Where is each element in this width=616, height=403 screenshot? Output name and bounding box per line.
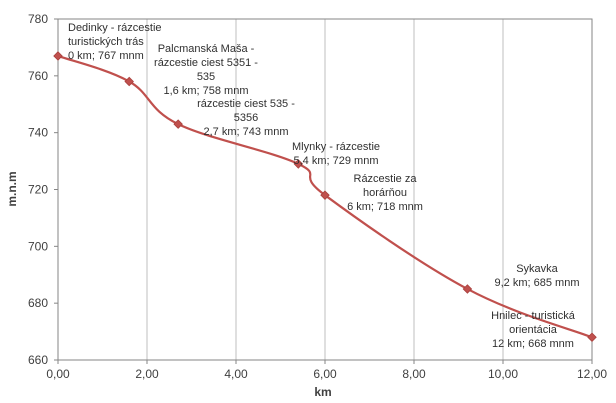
- data-label-line: Dedinky - rázcestie: [68, 22, 162, 34]
- data-label: Hnilec - turistická orientácia 12 km; 668 …: [491, 310, 576, 350]
- data-point-marker: [462, 284, 473, 294]
- data-label: Mlynky - rázcestie 5,4 km; 729 mnm: [292, 141, 380, 167]
- data-label-line: 0 km; 767 mnm: [68, 50, 144, 62]
- x-tick-label: 6,00: [313, 367, 337, 381]
- data-label-line: orientácia: [509, 324, 558, 336]
- data-label-line: 2,7 km; 743 mnm: [204, 126, 289, 138]
- plot-area-border: [57, 18, 593, 361]
- x-axis-tick-labels: 0,00 2,00 4,00 6,00 8,00 10,00 12,00: [46, 367, 607, 381]
- data-label-line: rázcestie ciest 535 -: [197, 98, 295, 110]
- y-tick-label: 780: [28, 12, 48, 26]
- data-label-line: Hnilec - turistická: [491, 310, 576, 322]
- x-tick-label: 12,00: [577, 367, 607, 381]
- data-label-line: 5,4 km; 729 mnm: [294, 155, 379, 167]
- axes: [54, 18, 593, 364]
- data-label-line: Rázcestie za: [354, 173, 418, 185]
- data-point-marker: [293, 159, 304, 169]
- x-axis-title: km: [314, 385, 331, 399]
- data-label-line: 535: [197, 71, 215, 83]
- data-label: Sykavka 9,2 km; 685 mnm: [495, 263, 580, 289]
- data-label-line: Sykavka: [516, 263, 558, 275]
- data-label-line: rázcestie ciest 5351 -: [154, 57, 258, 69]
- y-tick-label: 720: [28, 183, 48, 197]
- data-point-marker: [320, 190, 330, 200]
- data-point-marker: [124, 76, 134, 87]
- data-label: rázcestie ciest 535 - 5356 2,7 km; 743 mnm: [197, 98, 295, 138]
- y-tick-label: 700: [28, 239, 48, 253]
- y-tick-label: 740: [28, 126, 48, 140]
- data-label-line: Palcmanská Maša -: [158, 43, 255, 55]
- data-label-line: Mlynky - rázcestie: [292, 141, 380, 153]
- data-label: Rázcestie za horárňou 6 km; 718 mnm: [347, 173, 423, 213]
- y-tick-label: 660: [28, 353, 48, 367]
- y-tick-label: 760: [28, 69, 48, 83]
- y-axis-tick-labels: 660 680 700 720 740 760 780: [28, 12, 48, 367]
- y-axis-title: m.n.m: [5, 171, 19, 206]
- data-label: Palcmanská Maša - rázcestie ciest 5351 - 5…: [154, 43, 258, 97]
- x-tick-label: 0,00: [46, 367, 70, 381]
- x-tick-label: 8,00: [402, 367, 426, 381]
- data-label-line: 9,2 km; 685 mnm: [495, 277, 580, 289]
- series-group: [53, 51, 597, 343]
- data-label-line: 12 km; 668 mnm: [492, 338, 574, 350]
- x-tick-label: 2,00: [135, 367, 159, 381]
- y-tick-label: 680: [28, 296, 48, 310]
- data-label-line: 1,6 km; 758 mnm: [164, 85, 249, 97]
- data-label-line: 5356: [234, 112, 258, 124]
- data-label-line: turistických trás: [68, 36, 144, 48]
- data-point-marker: [173, 119, 183, 129]
- x-tick-label: 4,00: [224, 367, 248, 381]
- data-label: Dedinky - rázcestie turistických trás 0 km…: [68, 22, 162, 62]
- data-label-line: 6 km; 718 mnm: [347, 201, 423, 213]
- data-labels: Dedinky - rázcestie turistických trás 0 km…: [68, 22, 579, 350]
- data-point-marker: [53, 51, 63, 61]
- data-point-marker: [587, 332, 597, 343]
- x-tick-label: 10,00: [488, 367, 518, 381]
- data-label-line: horárňou: [363, 187, 407, 199]
